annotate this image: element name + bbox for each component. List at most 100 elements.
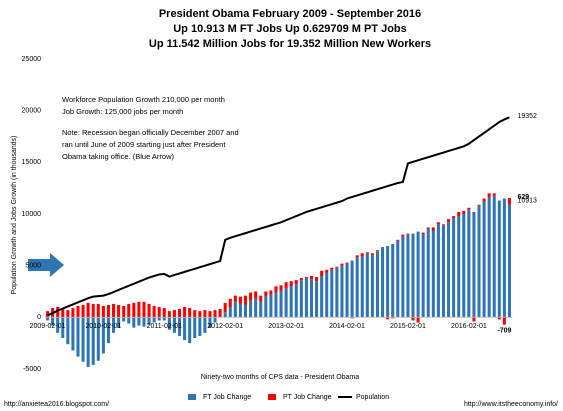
bar	[492, 195, 496, 318]
bar	[289, 286, 293, 318]
bar	[330, 267, 334, 270]
annotation: Note: Recession began officially Decembe…	[62, 128, 239, 137]
bar	[487, 197, 491, 318]
bar	[172, 317, 176, 333]
bar	[264, 296, 268, 318]
bar	[436, 224, 440, 318]
bar	[370, 255, 374, 318]
bar	[391, 243, 395, 318]
bar	[112, 317, 116, 333]
bar	[497, 317, 501, 320]
bar	[426, 227, 430, 229]
bar	[345, 263, 349, 318]
bar	[132, 317, 136, 328]
bar	[452, 218, 456, 318]
bar	[502, 317, 506, 325]
bar	[274, 292, 278, 318]
bar	[96, 303, 100, 318]
y-tick-label: 5000	[25, 263, 41, 270]
bar	[325, 272, 329, 318]
bar	[386, 317, 390, 320]
y-tick-label: 10000	[22, 211, 42, 218]
bar	[472, 317, 476, 322]
x-tick-label: 2009-02-01	[30, 323, 66, 330]
bar	[81, 317, 85, 362]
x-tick-label: 2015-02-01	[390, 323, 426, 330]
bar	[406, 233, 410, 235]
bar	[127, 317, 131, 324]
bar	[112, 303, 116, 318]
x-tick-label: 2014-02-01	[329, 323, 365, 330]
bar	[375, 251, 380, 318]
value-label: 19352	[517, 113, 537, 120]
bar	[249, 292, 253, 301]
bar	[411, 233, 415, 318]
bar	[477, 205, 481, 318]
bar	[157, 317, 161, 321]
bar	[482, 201, 486, 318]
bar	[61, 309, 65, 318]
bar	[350, 260, 354, 318]
bar	[259, 301, 263, 318]
legend-label: PT Job Change	[283, 394, 332, 401]
bar	[162, 308, 166, 318]
bar	[91, 317, 95, 365]
y-tick-label: 15000	[22, 159, 42, 166]
bar	[431, 230, 435, 318]
bar	[294, 280, 298, 285]
bar	[96, 317, 100, 361]
bar	[309, 279, 314, 318]
bar	[238, 303, 242, 318]
bar	[497, 200, 501, 318]
bar	[375, 250, 380, 252]
legend-swatch	[268, 394, 276, 400]
x-tick-label: 2013-02-01	[268, 323, 304, 330]
bar	[177, 309, 182, 318]
bar	[167, 311, 171, 318]
bar	[507, 198, 511, 205]
bar	[457, 216, 461, 318]
legend-label: Population	[356, 394, 389, 401]
value-label: 629	[517, 194, 529, 201]
bar	[340, 263, 344, 266]
recession-arrow	[28, 253, 64, 277]
bar	[162, 317, 166, 321]
bar	[365, 253, 369, 318]
annotation: Obama taking office. (Blue Arrow)	[62, 152, 174, 161]
x-axis-title: Ninety-two months of CPS data - Presiden…	[201, 374, 359, 381]
bar	[279, 290, 283, 318]
bar	[482, 198, 486, 202]
annotation: ran until June of 2009 starting just aft…	[62, 140, 226, 149]
bar	[223, 302, 227, 313]
x-tick-label: 2016-02-01	[451, 323, 487, 330]
bar	[228, 307, 232, 318]
bar	[396, 239, 400, 241]
bar	[152, 305, 156, 318]
bar	[233, 301, 237, 318]
value-label: 10913	[517, 197, 537, 204]
bar	[56, 307, 60, 318]
x-tick-label: 2012-02-01	[207, 323, 243, 330]
bar	[193, 310, 197, 318]
bar	[122, 305, 126, 318]
bar	[218, 309, 222, 318]
bar	[360, 253, 364, 257]
bar	[46, 317, 50, 321]
value-label: -709	[497, 328, 511, 335]
bar	[66, 317, 70, 345]
bar	[386, 246, 390, 318]
annotation: Job Growth: 125,000 jobs per month	[62, 107, 183, 116]
bar	[106, 317, 110, 344]
x-tick-label: 2011-02-01	[147, 323, 182, 330]
bar	[325, 269, 329, 273]
bar	[66, 310, 70, 318]
bar	[462, 214, 466, 318]
bar	[462, 210, 466, 214]
y-tick-label: 0	[37, 314, 41, 321]
bar	[208, 317, 212, 328]
bar	[467, 209, 471, 318]
footer: http://anxietea2016.blogspot.com/	[4, 401, 109, 408]
bar	[86, 317, 90, 367]
bar	[142, 301, 146, 318]
bar	[259, 295, 263, 302]
